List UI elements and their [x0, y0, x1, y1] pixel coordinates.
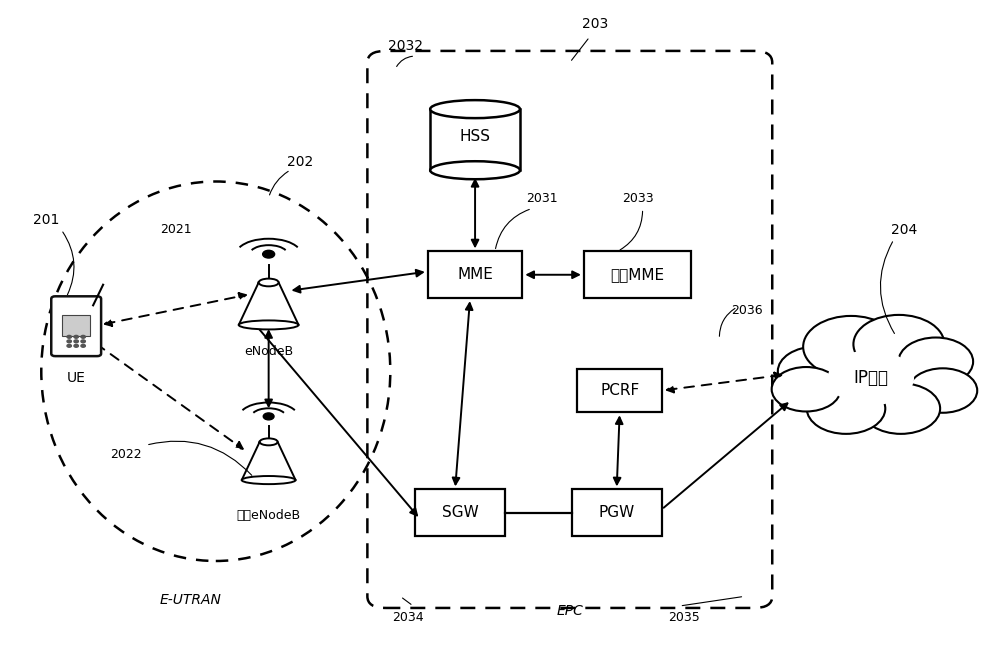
- FancyBboxPatch shape: [428, 251, 522, 298]
- Circle shape: [81, 344, 85, 348]
- Text: PGW: PGW: [599, 505, 635, 520]
- FancyBboxPatch shape: [572, 489, 662, 536]
- FancyBboxPatch shape: [584, 251, 691, 298]
- Text: 2031: 2031: [526, 193, 558, 205]
- Circle shape: [807, 383, 885, 434]
- Circle shape: [772, 367, 841, 412]
- Circle shape: [67, 335, 71, 339]
- Circle shape: [263, 413, 274, 420]
- Circle shape: [67, 344, 71, 348]
- Circle shape: [853, 315, 944, 373]
- Circle shape: [74, 340, 78, 343]
- Circle shape: [81, 340, 85, 343]
- Text: 其它eNodeB: 其它eNodeB: [237, 510, 301, 523]
- FancyBboxPatch shape: [415, 489, 505, 536]
- Circle shape: [908, 368, 977, 413]
- Text: 其它MME: 其它MME: [611, 267, 665, 282]
- Text: 2034: 2034: [392, 611, 424, 624]
- Polygon shape: [242, 442, 296, 480]
- Text: 2033: 2033: [622, 193, 653, 205]
- Ellipse shape: [242, 476, 296, 484]
- Text: 204: 204: [891, 223, 917, 236]
- Circle shape: [862, 383, 940, 434]
- Circle shape: [74, 335, 78, 339]
- Ellipse shape: [260, 439, 278, 445]
- Circle shape: [263, 250, 275, 258]
- Circle shape: [67, 340, 71, 343]
- Ellipse shape: [239, 320, 299, 329]
- Polygon shape: [430, 109, 520, 171]
- Circle shape: [898, 337, 973, 386]
- Text: EPC: EPC: [556, 604, 583, 618]
- Text: 201: 201: [33, 213, 59, 227]
- Text: 2035: 2035: [669, 611, 700, 624]
- Text: 2021: 2021: [160, 224, 192, 236]
- Text: MME: MME: [457, 267, 493, 282]
- Ellipse shape: [430, 162, 520, 179]
- Circle shape: [74, 344, 78, 348]
- Circle shape: [803, 316, 899, 378]
- Ellipse shape: [259, 278, 279, 286]
- Text: eNodeB: eNodeB: [244, 346, 293, 359]
- Text: HSS: HSS: [460, 129, 491, 144]
- FancyBboxPatch shape: [62, 315, 90, 335]
- FancyBboxPatch shape: [51, 297, 101, 356]
- Text: 202: 202: [287, 155, 314, 169]
- Text: PCRF: PCRF: [600, 383, 639, 398]
- Text: 2036: 2036: [731, 304, 763, 317]
- Text: E-UTRAN: E-UTRAN: [160, 592, 222, 607]
- Text: 203: 203: [582, 17, 608, 31]
- Circle shape: [778, 346, 854, 396]
- Text: 2022: 2022: [110, 448, 142, 461]
- Text: IP业务: IP业务: [853, 369, 888, 387]
- Circle shape: [828, 350, 914, 406]
- Circle shape: [81, 335, 85, 339]
- Text: UE: UE: [67, 371, 86, 384]
- FancyBboxPatch shape: [577, 369, 662, 412]
- Polygon shape: [239, 282, 299, 325]
- Text: SGW: SGW: [442, 505, 478, 520]
- Ellipse shape: [430, 100, 520, 118]
- Text: 2032: 2032: [388, 39, 423, 54]
